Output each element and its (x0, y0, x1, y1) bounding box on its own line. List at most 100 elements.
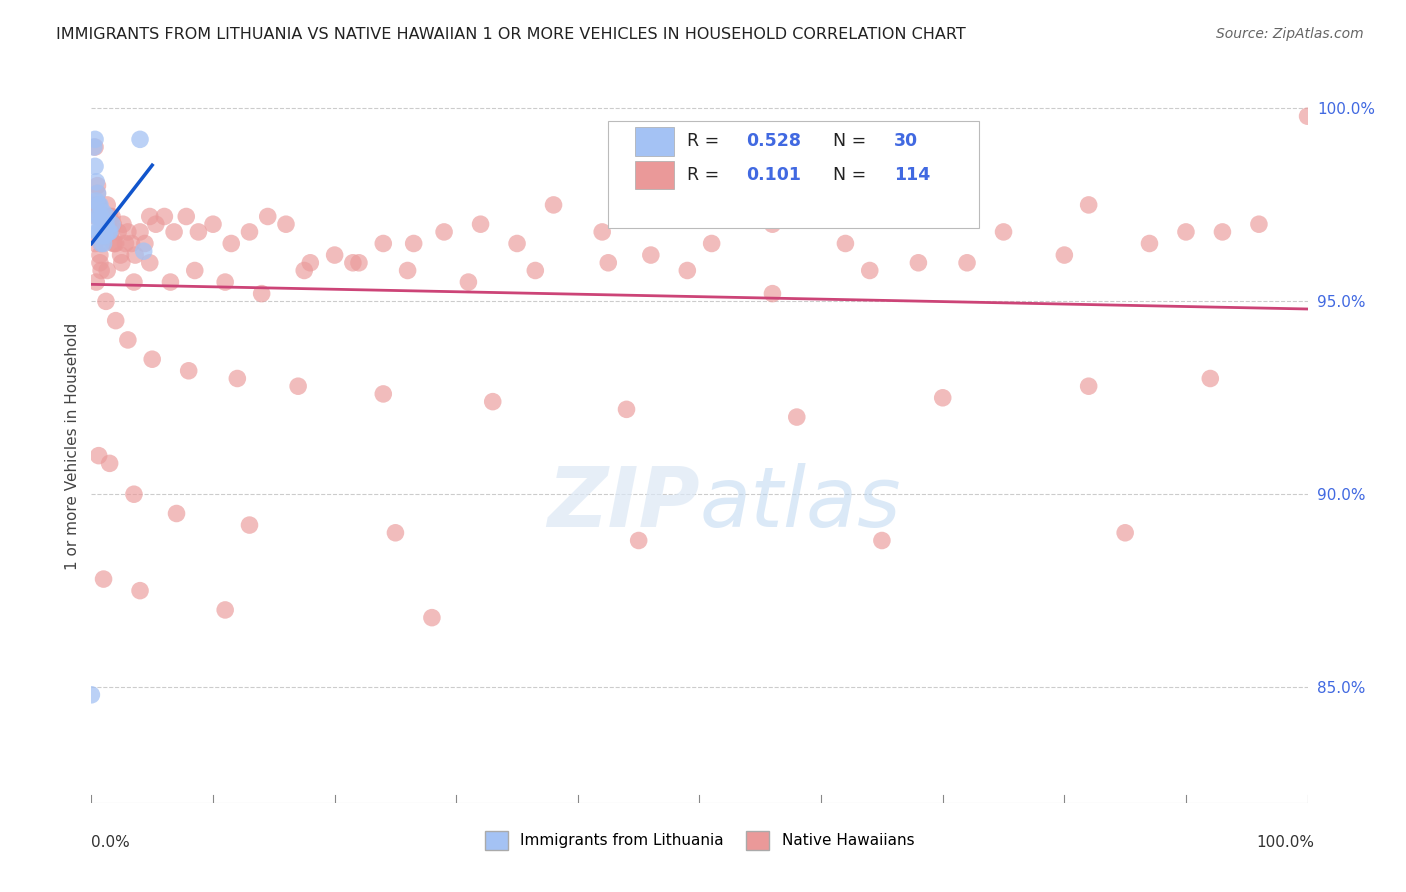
Point (616, 402, 638, 417)
FancyBboxPatch shape (636, 127, 673, 155)
Point (94, 294, 117, 309)
Point (139, 210, 162, 224)
Point (89, 217, 111, 231)
FancyBboxPatch shape (609, 121, 979, 228)
Point (1139, 236, 1161, 251)
Point (93, 225, 115, 239)
Point (132, 244, 155, 259)
Point (84, 175, 107, 189)
Point (122, 487, 145, 501)
Point (93, 236, 115, 251)
Point (931, 391, 953, 405)
FancyBboxPatch shape (636, 161, 673, 189)
Point (870, 533, 893, 548)
Point (1296, 109, 1319, 123)
Point (90, 236, 112, 251)
Point (93, 572, 115, 586)
Point (86, 186, 108, 201)
Point (184, 263, 207, 277)
Point (101, 217, 124, 231)
Point (347, 256, 370, 270)
Point (174, 210, 197, 224)
Point (111, 217, 134, 231)
Point (1247, 217, 1270, 231)
Point (84, 275, 107, 289)
Point (104, 236, 127, 251)
Point (373, 387, 395, 401)
Point (543, 198, 565, 212)
Point (396, 263, 419, 277)
Point (506, 236, 529, 251)
Point (402, 236, 425, 251)
Point (117, 225, 139, 239)
Point (104, 313, 127, 327)
Point (226, 371, 249, 385)
Point (107, 225, 129, 239)
Point (299, 256, 322, 270)
Point (1211, 225, 1233, 239)
Point (101, 210, 124, 224)
Point (214, 275, 236, 289)
Point (114, 236, 136, 251)
Point (214, 603, 236, 617)
Point (238, 225, 260, 239)
Point (761, 286, 783, 301)
Text: 0.0%: 0.0% (91, 836, 131, 850)
Point (640, 248, 662, 262)
Point (202, 217, 225, 231)
Point (292, 263, 315, 277)
Point (524, 263, 547, 277)
Point (96, 198, 118, 212)
Point (122, 275, 145, 289)
Point (94, 217, 117, 231)
Point (96, 210, 118, 224)
Point (1077, 379, 1099, 393)
Point (94, 217, 117, 231)
Point (86, 210, 108, 224)
Point (323, 248, 346, 262)
Point (761, 217, 783, 231)
Text: 30: 30 (894, 132, 918, 150)
Point (97, 217, 120, 231)
Point (187, 225, 209, 239)
Point (129, 583, 152, 598)
Point (98, 225, 121, 239)
Point (100, 225, 122, 239)
Point (117, 333, 139, 347)
Point (103, 236, 125, 251)
Text: Source: ZipAtlas.com: Source: ZipAtlas.com (1216, 27, 1364, 41)
Point (834, 236, 856, 251)
Point (129, 225, 152, 239)
Point (90, 263, 112, 277)
Point (238, 518, 260, 533)
Text: 0.101: 0.101 (745, 166, 800, 184)
Point (84, 140, 107, 154)
Point (159, 275, 181, 289)
Point (89, 198, 111, 212)
Point (956, 256, 979, 270)
Point (134, 236, 156, 251)
Point (163, 225, 186, 239)
Text: IMMIGRANTS FROM LITHUANIA VS NATIVE HAWAIIAN 1 OR MORE VEHICLES IN HOUSEHOLD COR: IMMIGRANTS FROM LITHUANIA VS NATIVE HAWA… (56, 27, 966, 42)
Point (83, 140, 105, 154)
Point (470, 217, 492, 231)
Point (598, 256, 620, 270)
Point (433, 225, 456, 239)
Point (87, 198, 110, 212)
Text: R =: R = (688, 166, 725, 184)
Point (384, 525, 406, 540)
Point (86, 225, 108, 239)
Text: ZIP: ZIP (547, 463, 699, 543)
Point (627, 533, 650, 548)
Point (94, 225, 117, 239)
Point (87, 449, 110, 463)
Point (287, 379, 309, 393)
Point (87, 210, 110, 224)
Point (250, 286, 273, 301)
Point (110, 248, 132, 262)
Point (111, 256, 134, 270)
Point (103, 217, 125, 231)
Point (457, 275, 479, 289)
Point (1114, 525, 1136, 540)
Point (91, 228, 114, 243)
